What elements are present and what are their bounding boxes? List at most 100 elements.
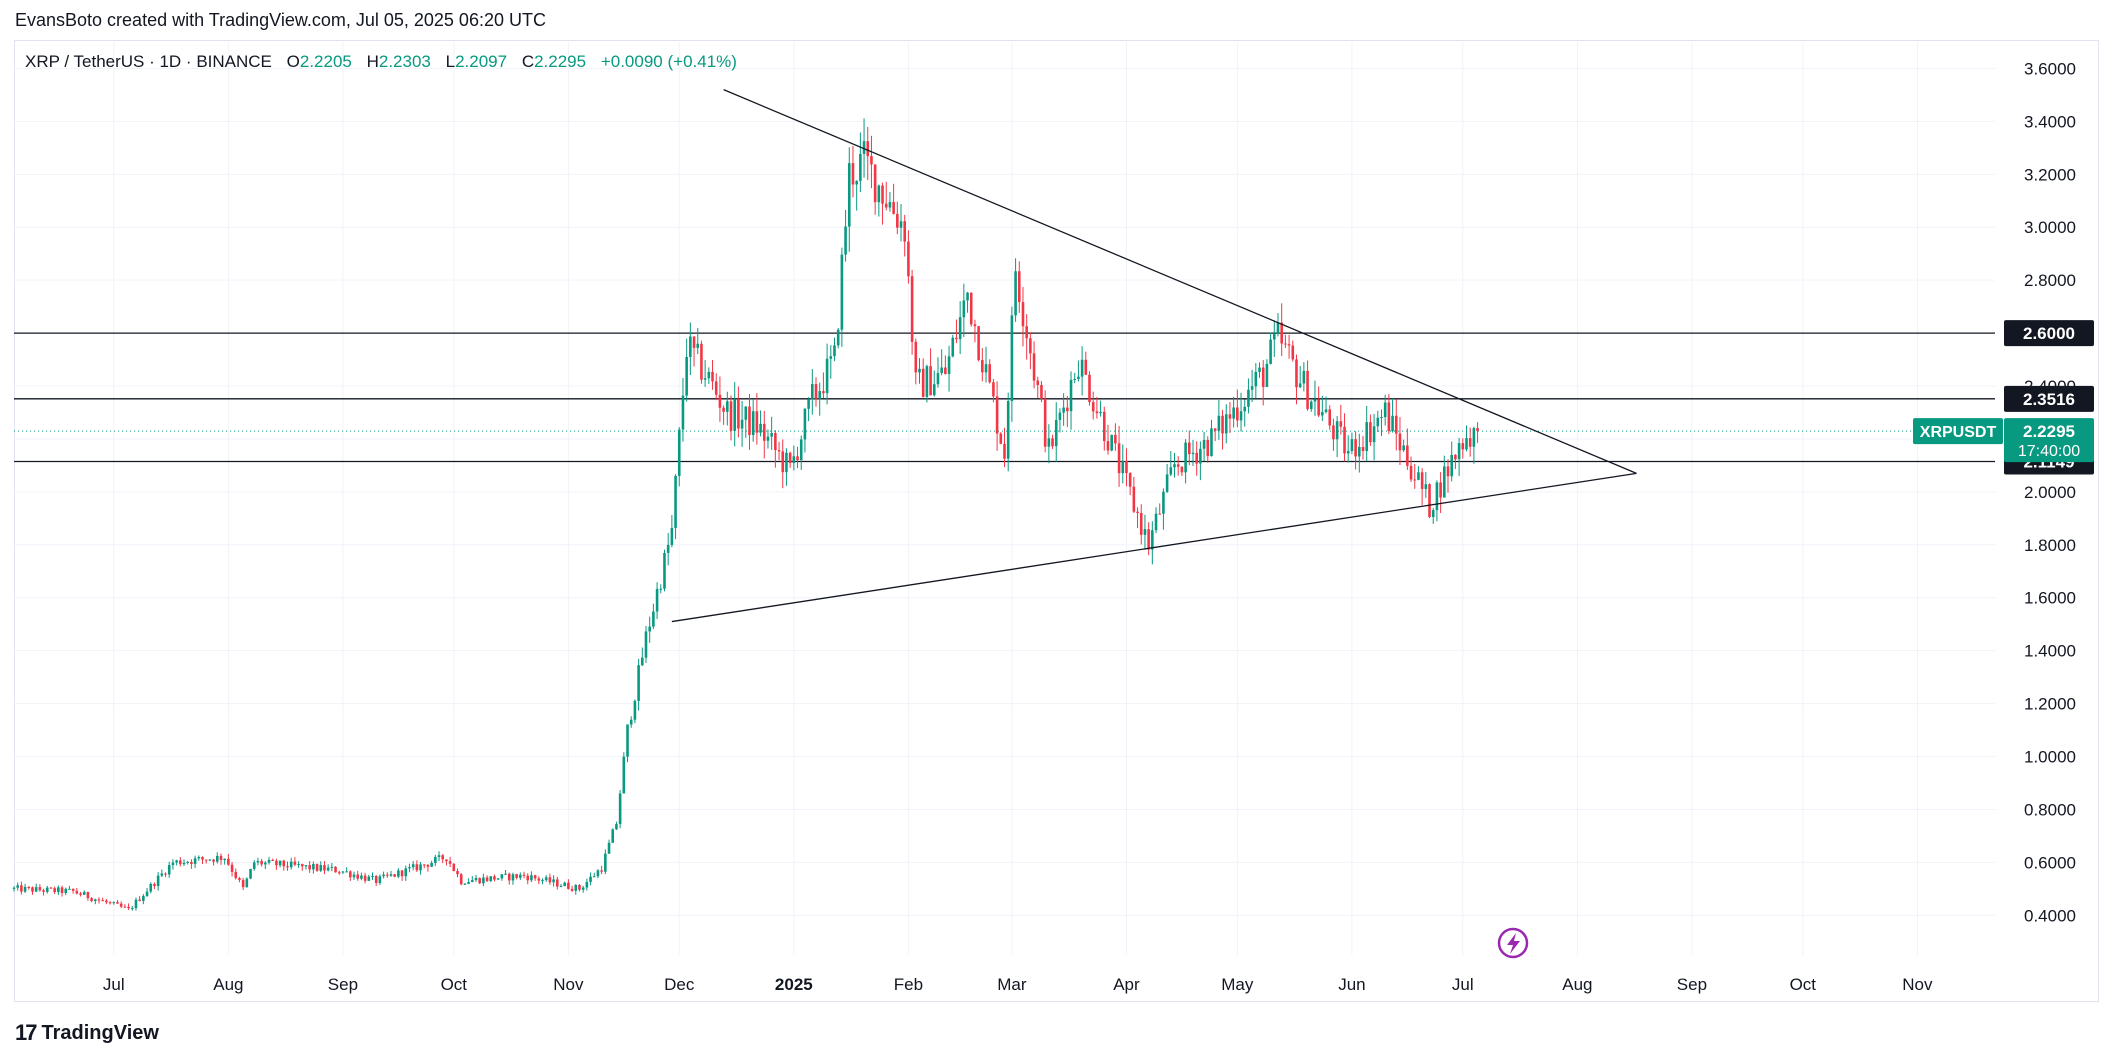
candle [42, 888, 45, 896]
candle [182, 859, 186, 866]
candle [504, 869, 507, 876]
candle [526, 873, 530, 885]
candle [1343, 413, 1346, 462]
candle-body [1443, 466, 1446, 498]
candle-body [995, 396, 999, 434]
candle [847, 147, 851, 252]
candle [984, 346, 988, 383]
candle [840, 247, 844, 347]
candle [1051, 434, 1054, 449]
candle-body [866, 141, 870, 157]
candle [1236, 389, 1239, 428]
candle [940, 349, 943, 376]
candle [907, 230, 910, 284]
candle [1317, 386, 1320, 418]
close-value: 2.2295 [534, 52, 587, 71]
chart-area[interactable] [14, 40, 2099, 1002]
candle [592, 872, 596, 878]
candle [164, 872, 167, 878]
symbol-title[interactable]: XRP / TetherUS · 1D · BINANCE [25, 52, 272, 71]
level-label-bg [2004, 385, 2094, 412]
candle [925, 364, 929, 403]
candle-body [932, 384, 936, 396]
candle-body [1032, 353, 1036, 381]
candle-body [1317, 399, 1320, 416]
candle [496, 878, 500, 880]
candle-body [774, 433, 777, 451]
candle-body [541, 880, 544, 882]
candle-body [312, 864, 315, 870]
candle [249, 868, 252, 880]
candle-body [700, 343, 703, 380]
candle-body [1273, 333, 1276, 340]
candle-body [34, 887, 38, 892]
candle [1428, 483, 1431, 519]
candle-body [86, 892, 90, 899]
candle [1394, 399, 1398, 451]
candle [519, 872, 522, 880]
candle-body [1295, 359, 1298, 388]
candle [851, 146, 855, 198]
candle [330, 862, 334, 872]
candle-body [64, 888, 68, 893]
candle-body [1006, 401, 1010, 459]
candle-body [142, 895, 145, 901]
candle-body [108, 902, 112, 904]
candle [1066, 395, 1069, 428]
candlestick-chart[interactable]: Jul Aug Sep Oct Nov Dec 2025 Feb Mar Apr May Jun Jul… [0, 0, 2114, 1010]
candle-body [1306, 370, 1309, 410]
candle-body [507, 873, 511, 881]
candle [82, 890, 86, 895]
candle [456, 868, 459, 878]
candle-body [914, 341, 918, 373]
candle-body [45, 887, 49, 892]
candle-body [1014, 271, 1017, 316]
candle-body [182, 862, 186, 865]
candle [478, 877, 481, 885]
candle-body [334, 866, 337, 873]
trendline[interactable] [723, 89, 1637, 474]
candle [149, 882, 153, 894]
candle [781, 439, 785, 489]
candle [722, 405, 725, 425]
candle-body [434, 857, 437, 863]
candle-body [241, 880, 245, 888]
candle-body [297, 864, 300, 866]
candle-body [947, 356, 951, 374]
lightning-icon[interactable] [1497, 927, 1529, 959]
candle [23, 883, 27, 893]
trendline[interactable] [671, 472, 1637, 623]
candle-body [319, 865, 323, 871]
candle [470, 876, 474, 883]
tradingview-brand[interactable]: 17 TradingView [15, 1020, 159, 1046]
candle [618, 790, 622, 829]
trendlines[interactable] [671, 89, 1637, 623]
candle-body [1051, 438, 1054, 447]
candle-body [552, 879, 555, 883]
candle-body [275, 860, 278, 866]
candle [762, 410, 766, 459]
change-value: +0.0090 (+0.41%) [600, 52, 737, 71]
candle-body [360, 875, 363, 879]
candle-body [186, 861, 190, 863]
candle-body [718, 394, 722, 408]
candle [729, 395, 733, 441]
candle-body [670, 527, 674, 545]
candle [16, 882, 19, 891]
candle-body [1406, 445, 1409, 466]
high-value: 2.2303 [378, 52, 431, 71]
candle-body [371, 875, 374, 877]
candle [27, 886, 31, 890]
candle [437, 851, 441, 861]
candle [448, 856, 452, 868]
x-tick-label: Feb [894, 975, 923, 994]
candle-body [811, 384, 814, 400]
candle-body [1147, 529, 1150, 550]
candle [75, 888, 79, 895]
candle [1350, 432, 1354, 455]
candle-body [179, 860, 182, 865]
candle [1091, 391, 1095, 420]
candle-body [607, 842, 611, 854]
candle [511, 872, 515, 885]
candle-body [94, 899, 97, 902]
